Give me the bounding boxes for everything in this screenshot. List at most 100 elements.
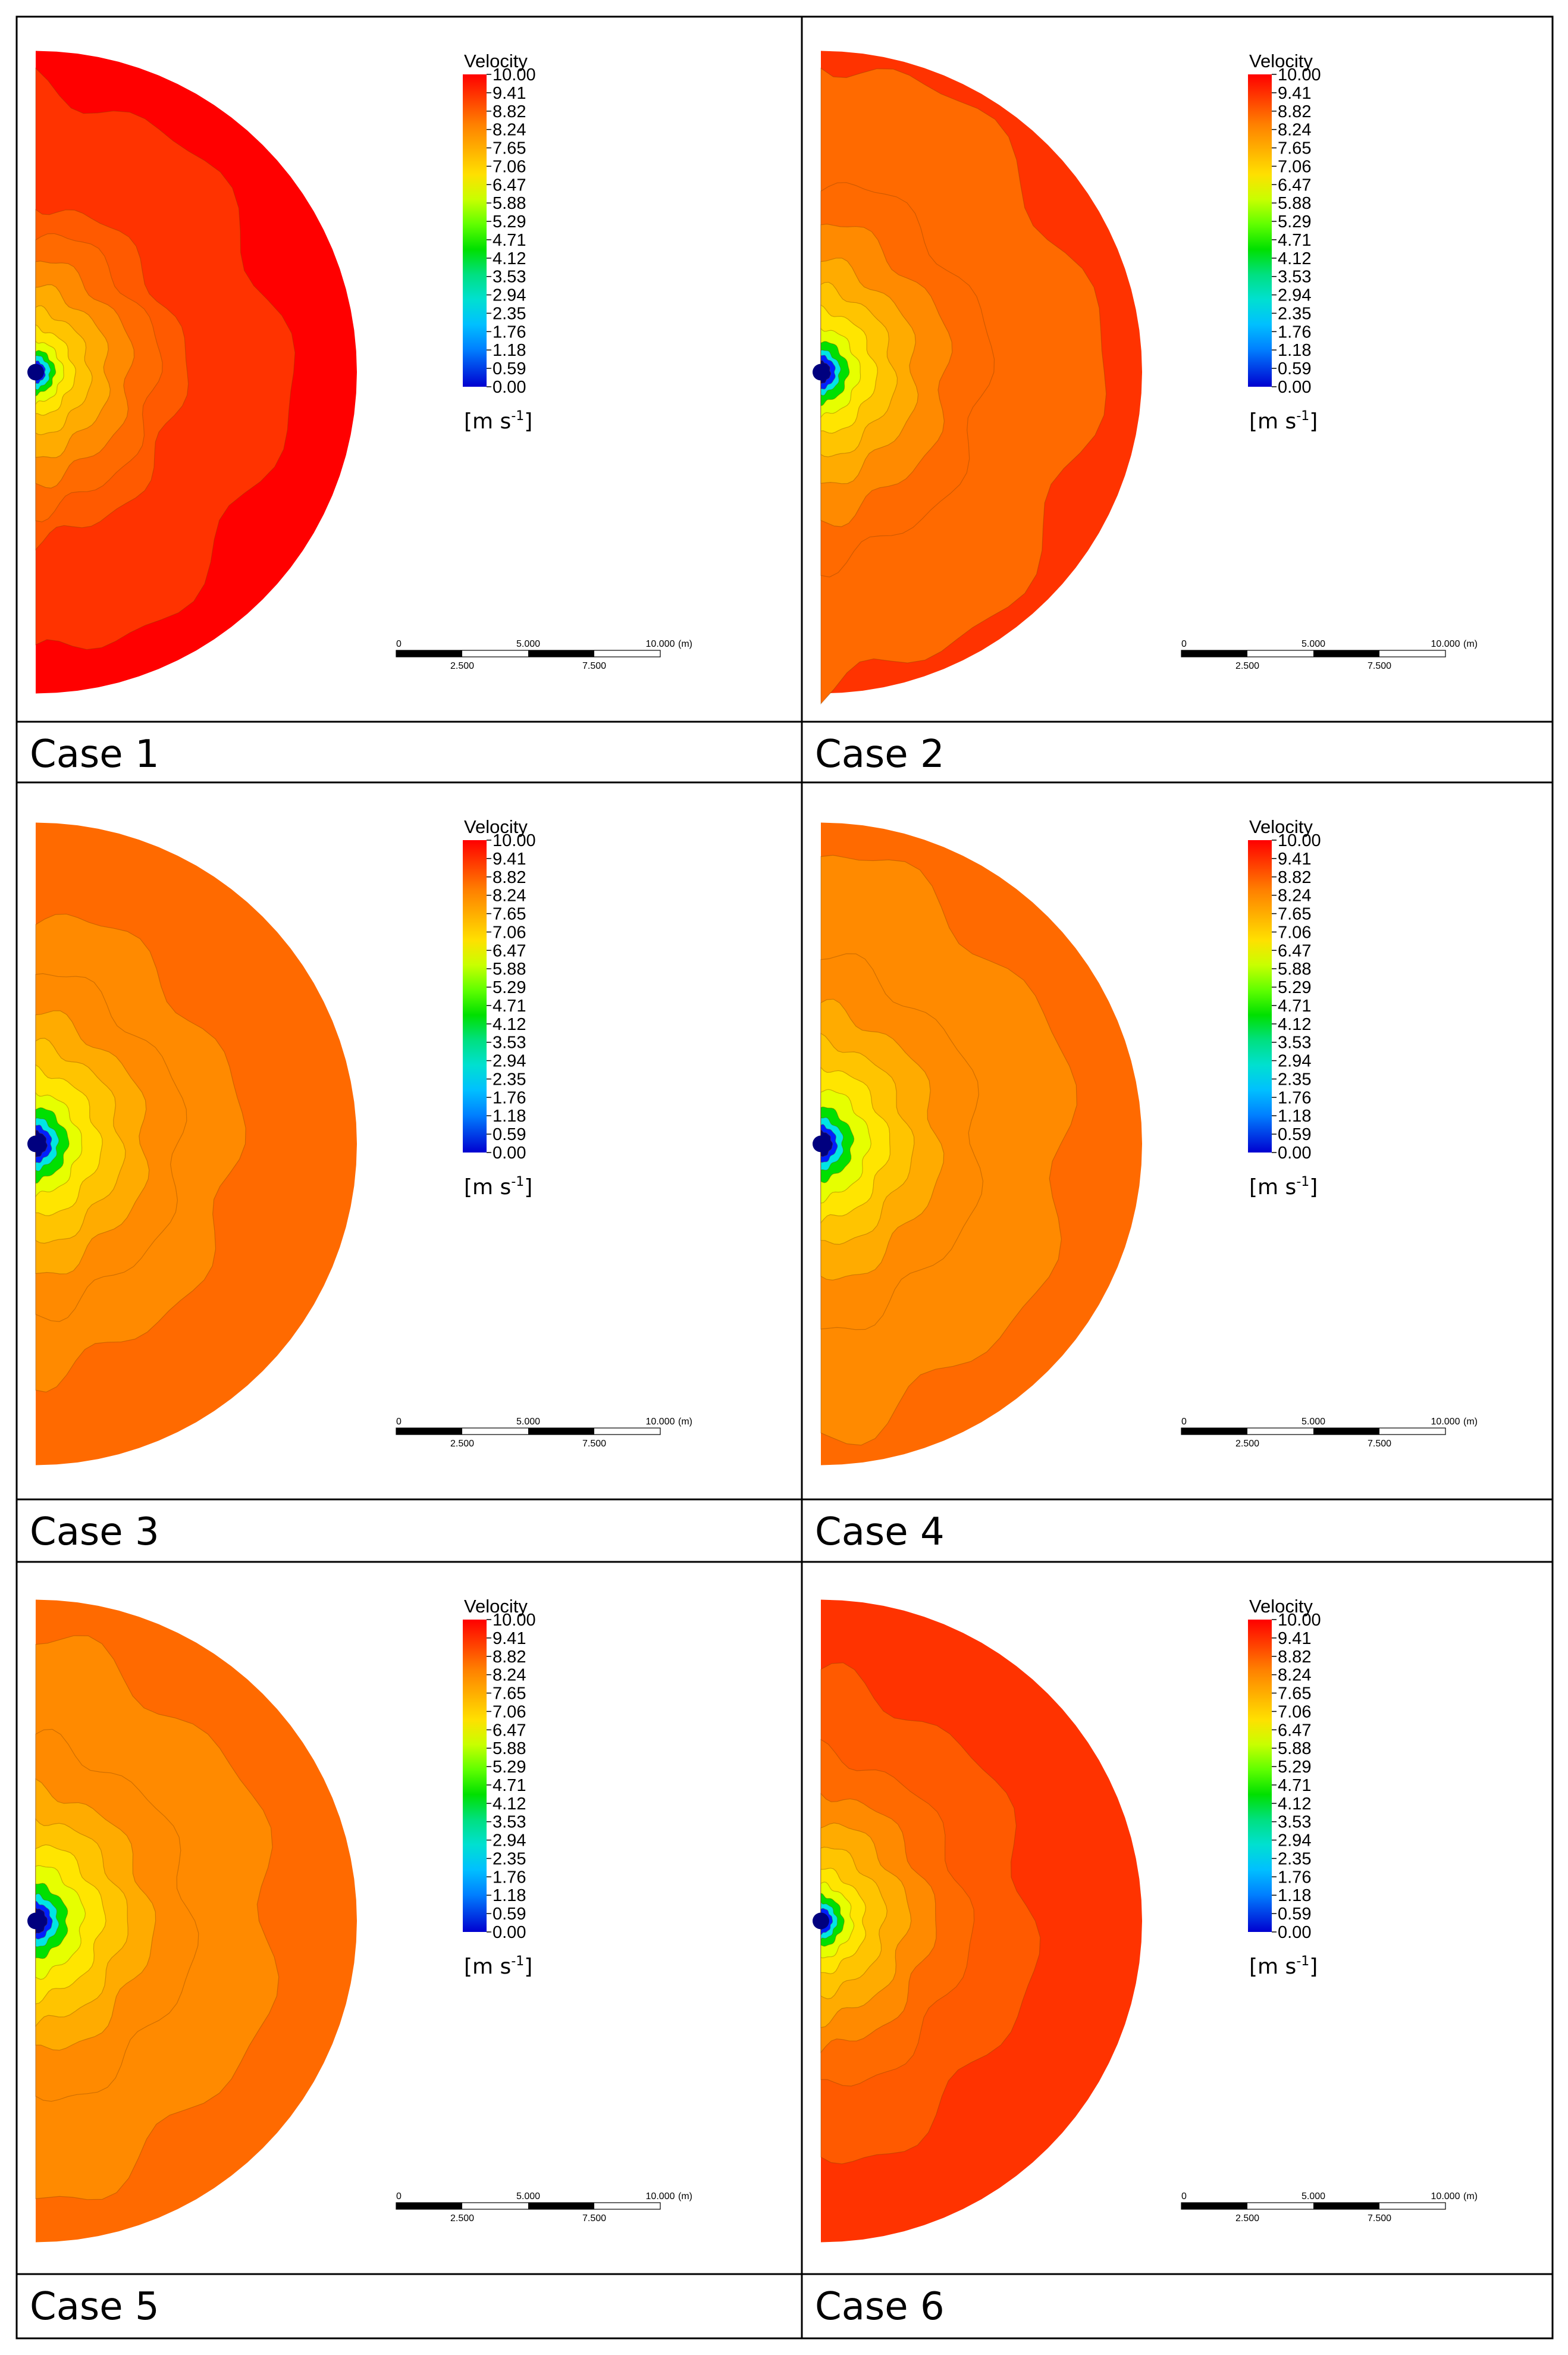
scale-bar-label: 0 (396, 2191, 402, 2201)
colorbar-tick-label: 2.94 (493, 1052, 526, 1071)
scale-bar-segment (396, 2203, 462, 2209)
colorbar-tick-label: 7.06 (493, 923, 526, 942)
legend-units: [m s-1] (464, 1954, 532, 1979)
colorbar-tick-label: 4.12 (1278, 1015, 1311, 1034)
colorbar-tick-label: 2.35 (493, 304, 526, 323)
colorbar-tick-label: 1.18 (1278, 1886, 1311, 1905)
colorbar-tick-label: 5.29 (1278, 212, 1311, 231)
colorbar-tick-label: 4.12 (1278, 249, 1311, 268)
scale-bar-label: 5.000 (516, 2191, 540, 2201)
case-label: Case 3 (30, 1510, 159, 1554)
velocity-contour-plot (813, 51, 1142, 705)
colorbar-tick-label: 3.53 (493, 268, 526, 287)
colorbar (463, 74, 487, 387)
rotor-core (813, 1135, 829, 1153)
velocity-legend: Velocity10.009.418.828.247.657.066.475.8… (1248, 1596, 1321, 1979)
scale-bar-label: 10.000 (646, 2191, 675, 2201)
colorbar-tick-label: 3.53 (493, 1813, 526, 1832)
legend-units: [m s-1] (464, 1175, 532, 1200)
colorbar-tick-label: 7.65 (1278, 139, 1311, 158)
scale-bar-label: (m) (678, 1417, 692, 1427)
colorbar-tick-label: 7.65 (1278, 1684, 1311, 1703)
scale-bar-segment (528, 2203, 594, 2209)
scale-bar-label: 0 (1181, 2191, 1187, 2201)
colorbar-tick-label: 1.76 (1278, 1088, 1311, 1107)
scale-bar-label: 2.500 (450, 1439, 474, 1449)
colorbar-tick-label: 5.29 (493, 212, 526, 231)
scale-bar-label: (m) (1463, 639, 1478, 649)
scale-bar-label: 0 (1181, 639, 1187, 649)
colorbar-tick-label: 4.71 (1278, 1776, 1311, 1795)
scale-bar: 0 5.000 10.000 (m) 2.500 7.500 (396, 1417, 692, 1449)
colorbar-tick-label: 0.59 (1278, 1125, 1311, 1144)
scale-bar: 0 5.000 10.000 (m) 2.500 7.500 (396, 639, 692, 671)
colorbar-tick-label: 4.12 (1278, 1795, 1311, 1814)
colorbar-tick-label: 0.00 (493, 1144, 526, 1163)
scale-bar: 0 5.000 10.000 (m) 2.500 7.500 (1181, 2191, 1478, 2224)
colorbar-tick-label: 9.41 (1278, 1629, 1311, 1648)
legend-title: Velocity (464, 1596, 528, 1617)
colorbar-tick-label: 7.06 (493, 157, 526, 176)
scale-bar-label: (m) (1463, 1417, 1478, 1427)
colorbar-tick-label: 6.47 (1278, 941, 1311, 960)
scale-bar: 0 5.000 10.000 (m) 2.500 7.500 (396, 2191, 692, 2224)
colorbar-tick-label: 3.53 (493, 1034, 526, 1053)
colorbar-tick-label: 8.24 (493, 1666, 526, 1685)
case-label: Case 6 (815, 2285, 945, 2329)
colorbar-tick-label: 1.18 (493, 341, 526, 360)
colorbar-tick-label: 9.41 (493, 1629, 526, 1648)
scale-bar-label: 5.000 (1302, 2191, 1325, 2201)
colorbar (463, 1620, 487, 1932)
scale-bar-label: 2.500 (1235, 1439, 1259, 1449)
colorbar-tick-label: 5.29 (493, 978, 526, 997)
scale-bar-segment (528, 1428, 594, 1435)
case-label: Case 2 (815, 732, 945, 776)
colorbar-tick-label: 0.59 (1278, 359, 1311, 378)
colorbar-tick-label: 4.12 (493, 1795, 526, 1814)
colorbar-tick-label: 8.82 (1278, 868, 1311, 887)
colorbar-tick-label: 8.82 (1278, 1648, 1311, 1667)
colorbar-tick-label: 1.76 (1278, 322, 1311, 342)
case-panel-3: Velocity10.009.418.828.247.657.066.475.8… (15, 781, 803, 1563)
colorbar-tick-label: 3.53 (1278, 1813, 1311, 1832)
velocity-legend: Velocity10.009.418.828.247.657.066.475.8… (463, 816, 536, 1200)
colorbar-tick-label: 10.00 (493, 65, 536, 84)
scale-bar-label: 5.000 (1302, 1417, 1325, 1427)
scale-bar-label: 5.000 (1302, 639, 1325, 649)
colorbar-tick-label: 8.24 (493, 887, 526, 906)
colorbar-tick-label: 0.59 (493, 1125, 526, 1144)
colorbar-tick-label: 6.47 (1278, 1721, 1311, 1740)
scale-bar-label: 0 (396, 639, 402, 649)
colorbar-tick-label: 1.76 (493, 322, 526, 342)
scale-bar-label: 5.000 (516, 1417, 540, 1427)
colorbar-tick-label: 5.88 (1278, 960, 1311, 979)
case-panel-5: Velocity10.009.418.828.247.657.066.475.8… (15, 1561, 803, 2340)
scale-bar-label: 2.500 (450, 2213, 474, 2224)
case-panel-2: Velocity10.009.418.828.247.657.066.475.8… (801, 15, 1554, 784)
legend-title: Velocity (1249, 816, 1313, 837)
colorbar-tick-label: 6.47 (1278, 176, 1311, 195)
colorbar-tick-label: 5.88 (1278, 194, 1311, 213)
velocity-contour-plot (27, 1599, 357, 2243)
scale-bar: 0 5.000 10.000 (m) 2.500 7.500 (1181, 639, 1478, 671)
legend-units: [m s-1] (1249, 1954, 1318, 1979)
colorbar-tick-label: 2.35 (1278, 1070, 1311, 1089)
case-panel-1: Velocity10.009.418.828.247.657.066.475.8… (15, 15, 803, 784)
scale-bar-label: 7.500 (1368, 2213, 1391, 2224)
colorbar-tick-label: 7.06 (1278, 1702, 1311, 1721)
velocity-legend: Velocity10.009.418.828.247.657.066.475.8… (1248, 816, 1321, 1200)
colorbar-tick-label: 8.82 (493, 868, 526, 887)
colorbar (1248, 840, 1272, 1153)
colorbar-tick-label: 2.35 (1278, 304, 1311, 323)
colorbar-tick-label: 0.00 (1278, 1144, 1311, 1163)
colorbar-tick-label: 0.59 (493, 1905, 526, 1924)
scale-bar-label: 7.500 (582, 2213, 606, 2224)
scale-bar-segment (1313, 1428, 1379, 1435)
colorbar-tick-label: 7.65 (493, 905, 526, 924)
colorbar-tick-label: 10.00 (493, 1611, 536, 1630)
scale-bar-segment (1181, 650, 1247, 657)
colorbar-tick-label: 2.35 (1278, 1849, 1311, 1868)
colorbar-tick-label: 6.47 (493, 941, 526, 960)
colorbar-tick-label: 8.82 (493, 1648, 526, 1667)
velocity-contour-plot (813, 822, 1142, 1465)
